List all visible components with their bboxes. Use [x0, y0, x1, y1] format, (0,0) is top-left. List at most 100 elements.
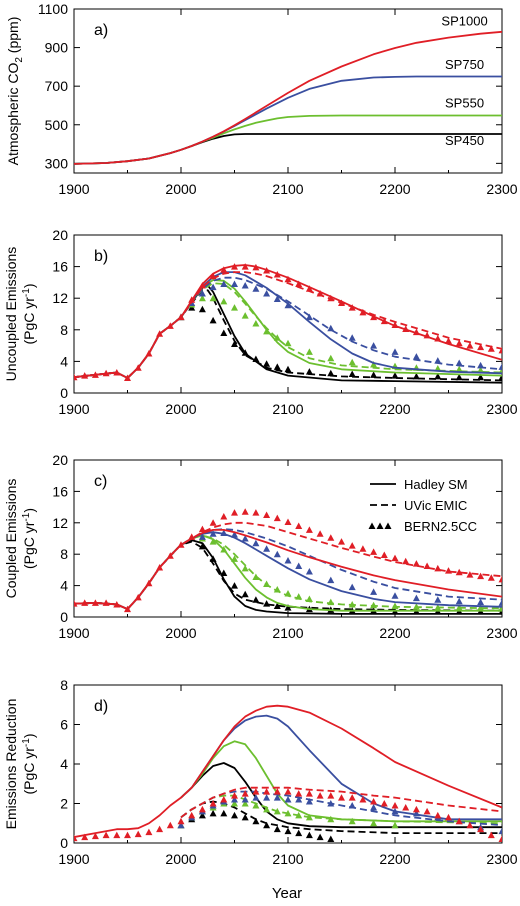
y-tick-label: 12	[52, 515, 68, 531]
data-point	[370, 588, 378, 595]
data-point	[231, 800, 238, 807]
data-point	[338, 538, 345, 545]
data-point	[198, 282, 206, 289]
series-group	[74, 263, 502, 384]
x-tick-label: 2200	[379, 181, 410, 197]
data-point	[263, 821, 271, 829]
data-point	[273, 514, 281, 522]
series-annotation: SP1000	[441, 13, 487, 28]
data-point	[305, 595, 313, 602]
data-point	[220, 266, 228, 273]
data-point	[477, 366, 485, 374]
series-sp1000	[74, 30, 502, 165]
data-point	[295, 829, 303, 837]
data-point	[263, 289, 271, 297]
data-point	[391, 821, 399, 829]
series-annotation: SP550	[445, 95, 484, 110]
data-point	[241, 590, 249, 598]
data-point	[81, 599, 89, 606]
data-point	[241, 800, 249, 807]
data-point	[391, 801, 399, 809]
data-point	[220, 809, 228, 817]
data-point	[391, 554, 399, 562]
data-point	[487, 831, 495, 839]
x-axis-label: Year	[272, 885, 302, 902]
data-point	[316, 792, 324, 799]
data-point	[74, 834, 78, 842]
data-point	[477, 825, 485, 833]
data-point	[273, 550, 281, 558]
data-point	[391, 372, 399, 379]
data-point	[252, 788, 260, 795]
panel-d: 1900 2000 2100 2200 2300 0 2 4 6 8 d) Emissions Red…	[3, 677, 518, 867]
y-tick-label: 300	[45, 155, 69, 171]
data-point	[231, 555, 238, 562]
data-point	[445, 813, 452, 821]
data-point	[241, 263, 249, 270]
data-point	[124, 605, 131, 613]
data-point	[209, 555, 217, 562]
data-point	[81, 372, 89, 379]
x-tick-label: 2200	[379, 625, 410, 641]
x-tick-label: 2300	[486, 401, 517, 417]
data-point	[305, 348, 313, 355]
data-point	[231, 582, 238, 589]
data-point	[241, 796, 249, 803]
data-point	[188, 296, 196, 303]
y-axis-label: Emissions Reduction	[3, 699, 19, 830]
data-point	[209, 519, 217, 526]
data-point	[434, 334, 442, 342]
data-point	[198, 525, 206, 533]
data-point	[166, 322, 174, 329]
data-point	[380, 800, 388, 807]
series-sp1000-bern2-5cc	[74, 508, 502, 613]
data-point	[498, 363, 502, 370]
series-sp550	[74, 114, 502, 165]
data-point	[498, 599, 502, 606]
x-tick-label: 2300	[486, 851, 517, 867]
data-point	[477, 373, 485, 381]
panel-label: a)	[94, 22, 108, 39]
data-point	[231, 796, 238, 803]
data-point	[284, 365, 292, 373]
data-point	[434, 596, 442, 603]
data-point	[263, 788, 271, 795]
data-point	[220, 569, 228, 577]
data-point	[113, 831, 121, 839]
data-point	[402, 803, 410, 811]
data-point	[220, 329, 228, 336]
data-point	[209, 272, 217, 280]
data-point	[134, 593, 142, 601]
data-point	[412, 594, 420, 602]
data-point	[445, 337, 452, 344]
panel-a: 1900 2000 2100 2200 2300 300 500 700 900 1100 a) At…	[5, 1, 518, 197]
data-point	[434, 372, 442, 380]
y-tick-label: 12	[52, 290, 68, 306]
y-axis-label: Coupled Emissions	[3, 479, 19, 599]
data-point	[466, 821, 474, 829]
data-point	[284, 604, 292, 611]
data-point	[252, 596, 260, 603]
data-point	[102, 831, 110, 839]
series-sp750-hadley-sm	[180, 714, 502, 821]
data-point	[305, 567, 313, 575]
data-point	[241, 813, 249, 821]
data-point	[466, 342, 474, 349]
data-point	[498, 575, 502, 583]
data-point	[316, 833, 324, 841]
data-point	[284, 827, 292, 835]
data-point	[327, 815, 335, 823]
data-point	[252, 573, 260, 580]
data-point	[263, 511, 271, 518]
data-point	[241, 282, 249, 289]
data-point	[220, 796, 228, 803]
data-point	[455, 373, 463, 381]
data-point	[198, 542, 206, 550]
legend-marker	[384, 522, 392, 529]
y-axis-unit: (PgC yr-1)	[21, 508, 37, 569]
data-point	[74, 373, 78, 381]
data-point	[177, 817, 185, 825]
legend-label: UVic EMIC	[404, 498, 467, 513]
data-point	[284, 589, 292, 597]
data-point	[455, 339, 463, 347]
